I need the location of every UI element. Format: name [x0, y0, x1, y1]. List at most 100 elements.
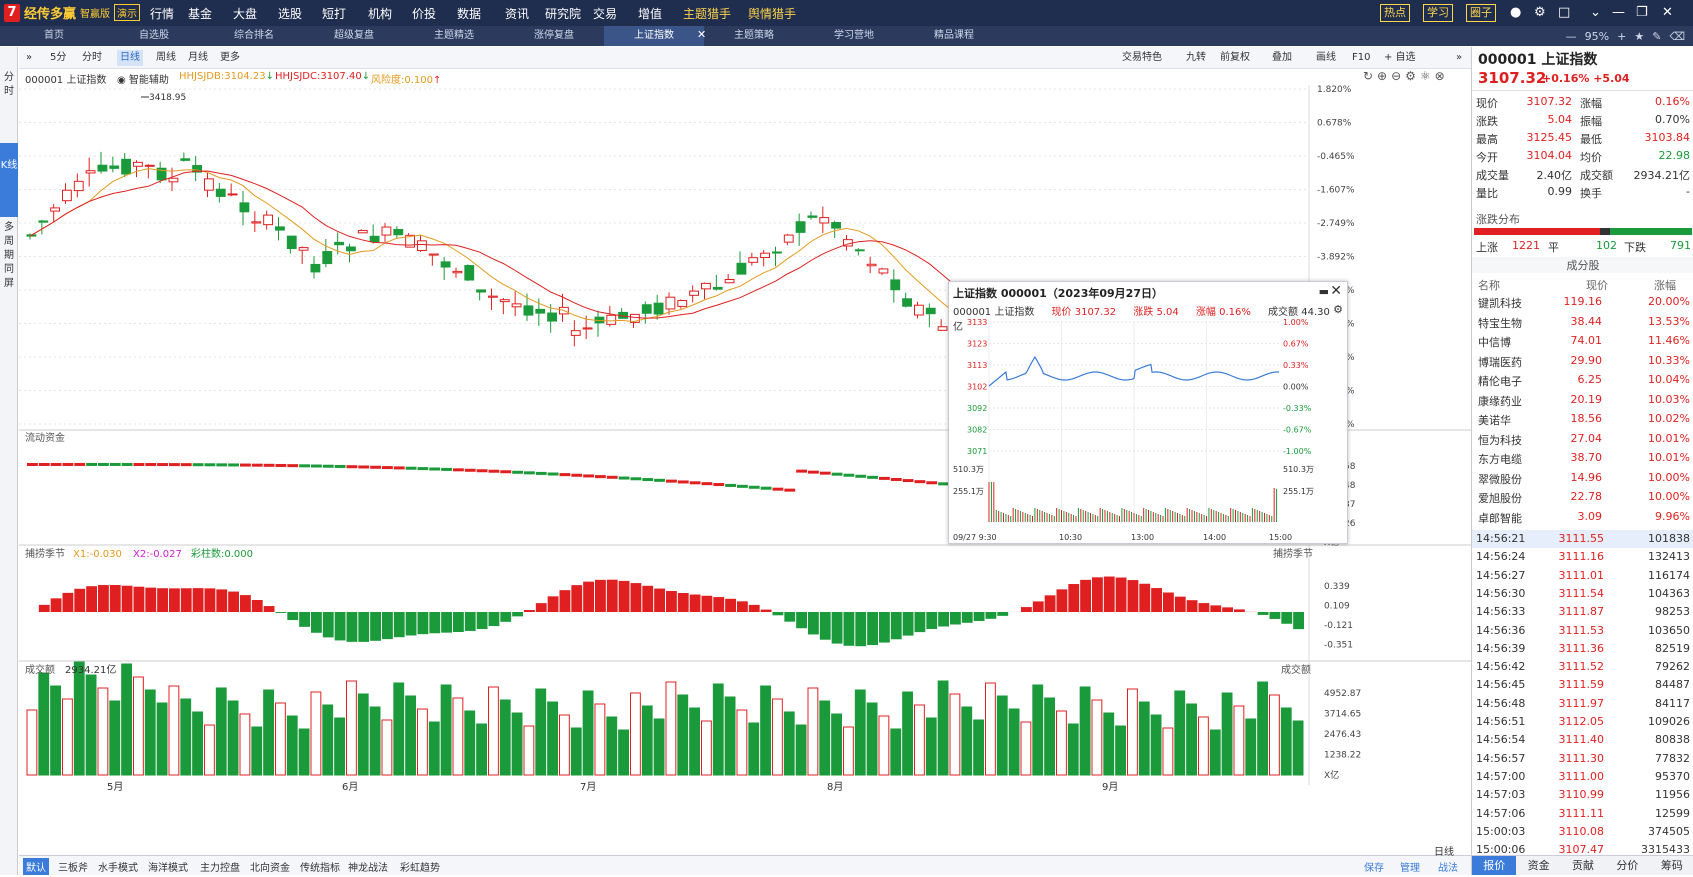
- menu-item-4[interactable]: 短打: [322, 5, 346, 22]
- template-item-4[interactable]: 主力控盘: [197, 858, 243, 875]
- user-icon[interactable]: ●: [1510, 5, 1521, 20]
- template-item-3[interactable]: 海洋模式: [145, 858, 191, 875]
- tab-0[interactable]: 首页: [4, 26, 104, 46]
- star-icon[interactable]: ★: [1634, 30, 1644, 43]
- leftbar-item-minute[interactable]: 分时: [0, 71, 18, 103]
- leftbar-item-kline[interactable]: K线: [0, 143, 18, 217]
- tab-7[interactable]: 主题策略: [704, 26, 804, 46]
- window-icon[interactable]: □: [1558, 5, 1570, 20]
- menu-item-7[interactable]: 数据: [457, 5, 481, 22]
- template-item-5[interactable]: 北向资金: [247, 858, 293, 875]
- quote-tab-4[interactable]: 筹码: [1650, 856, 1693, 875]
- quote-tab-2[interactable]: 贡献: [1561, 856, 1605, 875]
- toolbar-item-2[interactable]: 日线: [117, 50, 143, 66]
- chevron-down-icon[interactable]: ⌄: [1590, 5, 1601, 20]
- quote-tab-1[interactable]: 资金: [1516, 856, 1560, 875]
- pen-icon[interactable]: ✎: [1652, 30, 1661, 43]
- template-action-0[interactable]: 保存: [1361, 858, 1387, 875]
- template-item-6[interactable]: 传统指标: [297, 858, 343, 875]
- candle: [678, 301, 687, 307]
- menu-item-0[interactable]: 行情: [150, 5, 174, 22]
- toolbar-item-4[interactable]: 月线: [185, 50, 211, 66]
- template-item-8[interactable]: 彩虹趋势: [397, 858, 443, 875]
- template-item-0[interactable]: 默认: [23, 858, 49, 875]
- tab-6[interactable]: 上证指数: [604, 26, 704, 46]
- menu-item-11[interactable]: 增值: [638, 5, 662, 22]
- menu-item-3[interactable]: 选股: [278, 5, 302, 22]
- menu-item-1[interactable]: 基金: [188, 5, 212, 22]
- tab-9[interactable]: 精品课程: [904, 26, 1004, 46]
- catch-bar: [216, 589, 227, 612]
- circle-button[interactable]: 圈子: [1466, 4, 1496, 22]
- tab-8[interactable]: 学习营地: [804, 26, 904, 46]
- quote-tab-3[interactable]: 分价: [1605, 856, 1649, 875]
- intraday-popup[interactable]: 上证指数 000001（2023年09月27日） ▬ ✕ 000001 上证指数…: [948, 281, 1348, 544]
- toolbar-right-item-1[interactable]: 九转: [1183, 50, 1209, 66]
- expand-icon[interactable]: »: [23, 50, 35, 66]
- tab-5[interactable]: 涨停复盘: [504, 26, 604, 46]
- hot-button[interactable]: 热点: [1380, 4, 1410, 22]
- tab-4[interactable]: 主题精选: [404, 26, 504, 46]
- template-item-7[interactable]: 神龙战法: [345, 858, 391, 875]
- toolbar-item-1[interactable]: 分时: [79, 50, 105, 66]
- close-icon[interactable]: ✕: [1662, 5, 1673, 20]
- toolbar-right-item-5[interactable]: F10: [1349, 50, 1373, 66]
- toolbar-right-item-3[interactable]: 叠加: [1269, 50, 1295, 66]
- minimize-icon[interactable]: —: [1612, 5, 1625, 20]
- demo-badge[interactable]: 演示: [114, 4, 140, 21]
- tab-2[interactable]: 综合排名: [204, 26, 304, 46]
- leftbar-item-multi[interactable]: 多周期同屏: [0, 221, 18, 301]
- quote-tab-0[interactable]: 报价: [1472, 856, 1516, 875]
- candle: [311, 264, 320, 271]
- menu-item-8[interactable]: 资讯: [505, 5, 529, 22]
- tab-close-icon[interactable]: ✕: [697, 28, 706, 41]
- menu-item-2[interactable]: 大盘: [233, 5, 257, 22]
- panel-controls[interactable]: ↻⊕⊖⚙⚛⊗: [1363, 69, 1449, 83]
- smart-assist-toggle[interactable]: ◉ 智能辅助: [117, 71, 169, 86]
- menu-item-5[interactable]: 机构: [368, 5, 392, 22]
- trash-icon[interactable]: ⌫: [1669, 30, 1685, 43]
- menu-item-9[interactable]: 研究院: [545, 5, 581, 22]
- template-action-2[interactable]: 战法: [1435, 858, 1461, 875]
- volume-bar: [1210, 730, 1220, 775]
- popup-close-icon[interactable]: ✕: [1330, 283, 1342, 299]
- popup-minimize-icon[interactable]: ▬: [1319, 285, 1329, 298]
- popup-gear-icon[interactable]: ⚙: [1333, 303, 1343, 316]
- toolbar-item-3[interactable]: 周线: [153, 50, 179, 66]
- template-item-2[interactable]: 水手模式: [95, 858, 141, 875]
- gear-icon[interactable]: ⚙: [1534, 5, 1546, 20]
- toolbar-right-item-6[interactable]: + 自选: [1381, 50, 1419, 66]
- tab-1[interactable]: 自选股: [104, 26, 204, 46]
- toolbar-item-0[interactable]: 5分: [47, 50, 69, 66]
- template-action-1[interactable]: 管理: [1397, 858, 1423, 875]
- candle: [252, 222, 261, 223]
- toolbar-right-item-4[interactable]: 画线: [1313, 50, 1339, 66]
- toolbar-right-item-2[interactable]: 前复权: [1217, 50, 1253, 66]
- zoom-in-icon[interactable]: +: [1617, 30, 1626, 43]
- menu-item-10[interactable]: 交易: [593, 5, 617, 22]
- flow-mark: [867, 476, 878, 479]
- template-item-1[interactable]: 三板斧: [55, 858, 91, 875]
- tab-3[interactable]: 超级复盘: [304, 26, 404, 46]
- zoom-out-icon[interactable]: —: [1566, 30, 1577, 43]
- menu-item-6[interactable]: 价投: [412, 5, 436, 22]
- toolbar-right-item-0[interactable]: 交易特色: [1119, 50, 1165, 66]
- menu-item-13[interactable]: 舆情猎手: [748, 5, 796, 22]
- restore-icon[interactable]: ❐: [1636, 5, 1648, 20]
- collapse-right-icon[interactable]: »: [1453, 50, 1465, 66]
- menu-item-12[interactable]: 主题猎手: [683, 5, 731, 22]
- toolbar-item-5[interactable]: 更多: [217, 50, 243, 66]
- study-button[interactable]: 学习: [1423, 4, 1453, 22]
